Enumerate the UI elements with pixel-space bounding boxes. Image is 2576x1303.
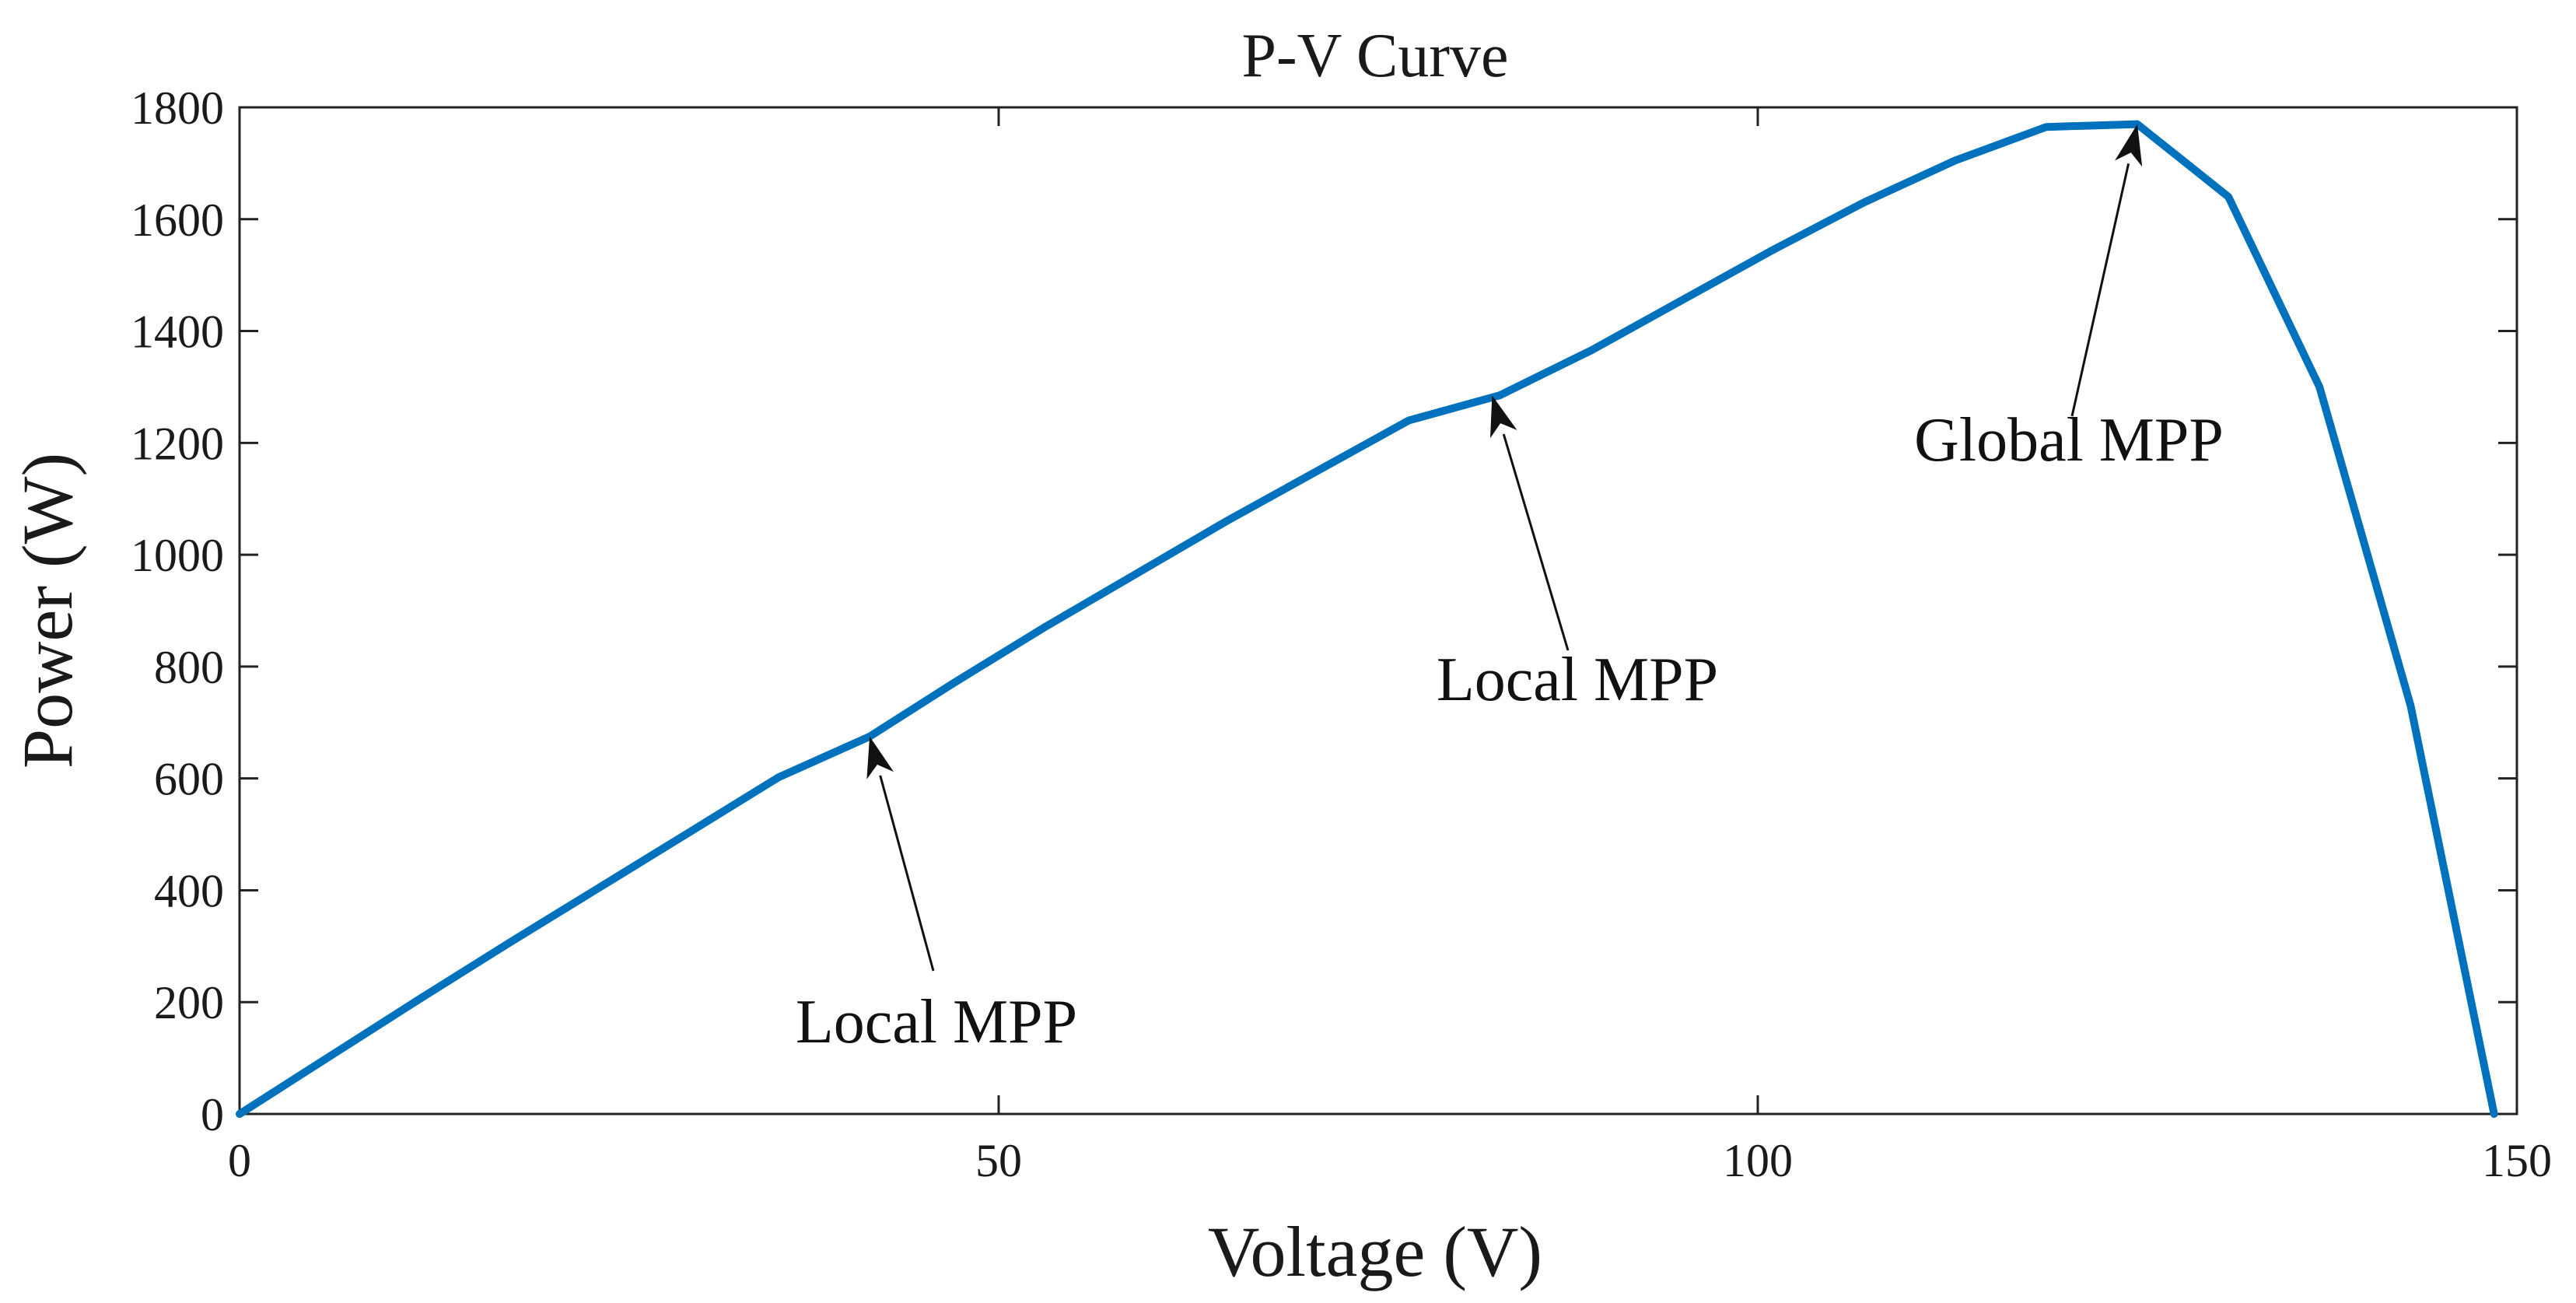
y-tick-label: 800 <box>154 642 224 693</box>
y-tick-label: 1400 <box>131 306 224 358</box>
y-tick-label: 400 <box>154 865 224 916</box>
annotation-arrowhead <box>1490 395 1517 439</box>
annotation-label: Global MPP <box>1914 406 2224 475</box>
y-tick-label: 0 <box>201 1089 224 1140</box>
x-axis: 0 50 100 150 <box>228 107 2552 1186</box>
annotation-label: Local MPP <box>1437 646 1718 714</box>
x-tick-label: 50 <box>975 1135 1022 1186</box>
annotation-arrow <box>2070 163 2130 417</box>
y-axis: 0 200 400 600 800 1000 1200 1400 1600 1800 <box>131 82 2517 1140</box>
annotation-arrow <box>879 775 935 972</box>
series-line-pv <box>236 120 2498 1118</box>
x-axis-label: Voltage (V) <box>1208 1212 1542 1291</box>
plot-frame <box>238 106 2518 1116</box>
x-tick-label: 100 <box>1723 1135 1793 1186</box>
annotation-label: Local MPP <box>796 988 1077 1056</box>
y-tick-label: 200 <box>154 977 224 1028</box>
chart-title: P-V Curve <box>1242 22 1509 90</box>
y-axis-label: Power (W) <box>8 453 87 769</box>
y-tick-label: 1200 <box>131 418 224 469</box>
annotation-arrow <box>1502 433 1570 651</box>
x-tick-label: 150 <box>2482 1135 2552 1186</box>
y-tick-label: 1000 <box>131 530 224 581</box>
y-tick-label: 1600 <box>131 194 224 246</box>
y-tick-label: 600 <box>154 754 224 805</box>
annotations: Local MPP Local MPP Global MPP <box>796 124 2224 1056</box>
annotation-arrowhead <box>2115 124 2143 167</box>
annotation-arrowhead <box>866 736 894 779</box>
y-tick-label: 1800 <box>131 82 224 134</box>
x-tick-label: 0 <box>228 1135 251 1186</box>
